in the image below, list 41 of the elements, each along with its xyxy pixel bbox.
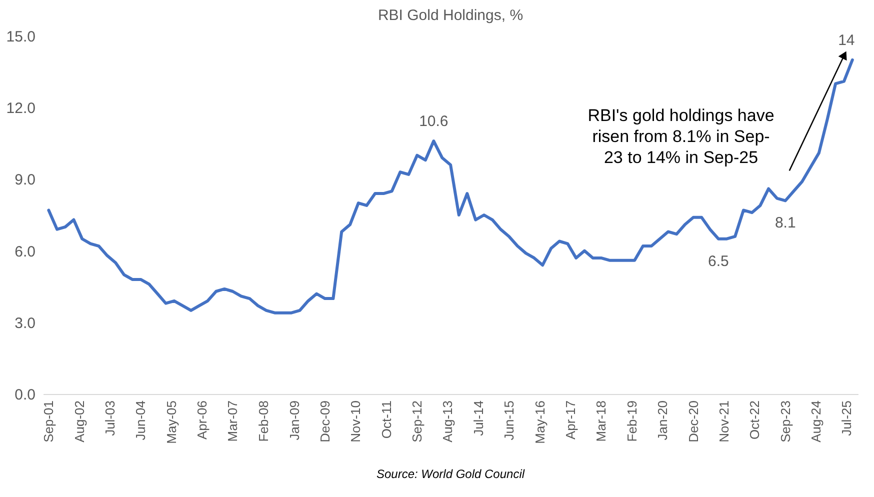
x-tick-label: Apr-17 [562, 400, 578, 440]
x-tick-label: Jun-04 [133, 400, 148, 440]
annotation: 8.1 [774, 214, 796, 232]
x-tick-label: Jun-15 [502, 400, 517, 440]
annotation: 10.6 [419, 113, 448, 130]
x-tick-label: Mar-18 [594, 400, 609, 442]
annotation: 14 [838, 32, 855, 49]
x-tick-label: Nov-21 [716, 400, 732, 442]
x-tick-label: Jan-09 [286, 400, 302, 440]
x-tick-label: Jul-14 [470, 400, 486, 436]
chart-title: RBI Gold Holdings, % [378, 7, 524, 24]
x-tick-label: Apr-06 [194, 400, 210, 440]
x-tick-label: Dec-09 [317, 400, 332, 442]
x-tick-label: Sep-01 [41, 400, 56, 442]
x-tick-label: Dec-20 [686, 400, 701, 442]
x-tick-label: Nov-10 [348, 400, 364, 442]
y-tick-label: 9.0 [14, 172, 36, 189]
y-tick-label: 6.0 [14, 243, 36, 260]
x-tick-label: Sep-23 [778, 400, 793, 442]
annotation: RBI's gold holdings have risen from 8.1% in Sep- 23 to 14% in Sep-25 [588, 106, 774, 167]
x-tick-label: Aug-02 [72, 400, 87, 442]
x-tick-label: May-16 [532, 400, 548, 444]
source-note: Source: World Gold Council [376, 467, 525, 481]
y-tick-label: 15.0 [6, 28, 36, 46]
x-tick-label: Aug-24 [808, 400, 824, 442]
x-tick-label: May-05 [164, 400, 179, 444]
x-tick-label: Oct-11 [378, 400, 394, 439]
annotation: 6.5 [708, 252, 729, 270]
x-tick-label: Sep-12 [410, 400, 425, 442]
x-tick-label: Jul-25 [839, 400, 854, 436]
x-tick-label: Jan-20 [655, 400, 670, 440]
x-tick-label: Jul-03 [102, 400, 118, 436]
y-tick-label: 12.0 [6, 100, 36, 118]
x-tick-label: Oct-22 [747, 400, 762, 440]
y-tick-label: 0.0 [14, 386, 36, 404]
x-tick-label: Feb-19 [624, 400, 640, 442]
x-tick-label: Mar-07 [225, 400, 240, 442]
line-series [47, 58, 854, 314]
x-tick-label: Aug-13 [440, 400, 456, 442]
x-tick-label: Feb-08 [256, 400, 272, 442]
y-tick-label: 3.0 [14, 314, 36, 332]
